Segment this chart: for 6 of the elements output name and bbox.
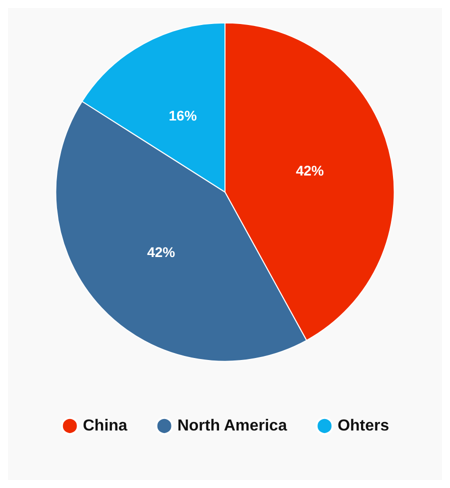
data-label: 42% (147, 244, 176, 260)
data-label: 42% (296, 162, 324, 178)
legend-label: China (82, 418, 128, 434)
legend-label: Ohters (338, 418, 390, 434)
data-label: 16% (168, 107, 198, 124)
legend-label: North America (177, 418, 288, 434)
